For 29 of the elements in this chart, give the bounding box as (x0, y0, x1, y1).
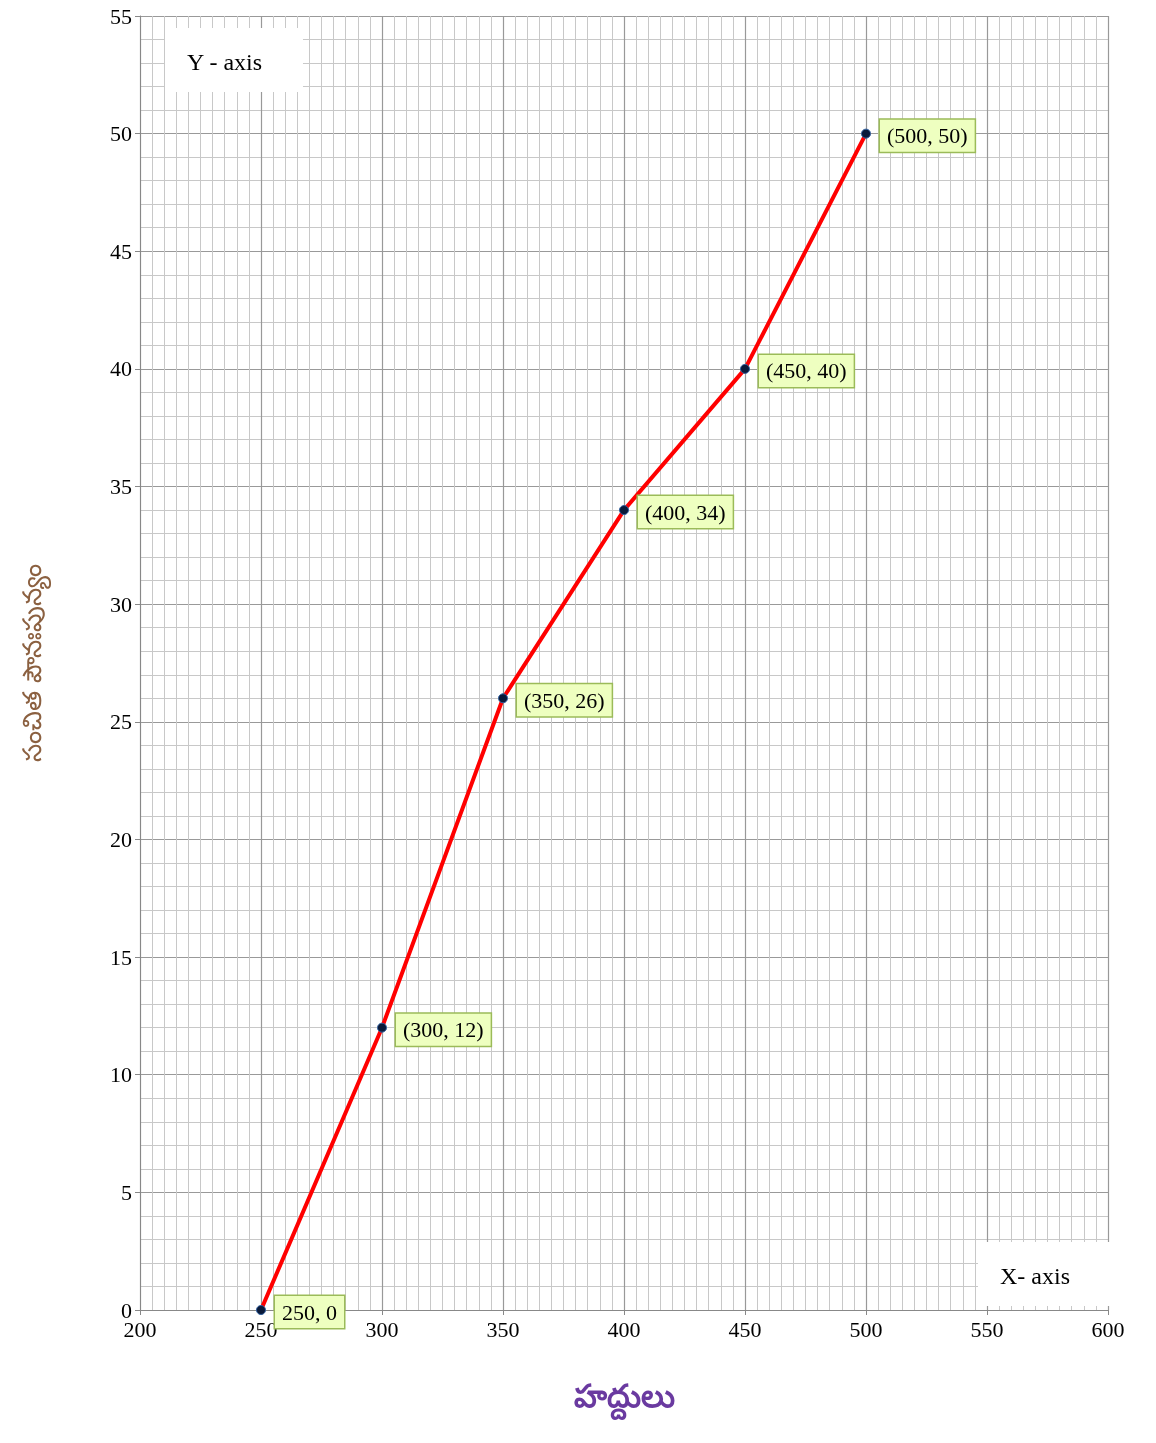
y-axis-title: సంచిత పౌనఃపున్యం (17, 563, 52, 763)
data-label: (400, 34) (645, 499, 726, 525)
data-label: (500, 50) (887, 123, 968, 149)
x-tick-label: 350 (486, 1316, 520, 1342)
y-tick-label: 10 (110, 1062, 132, 1088)
y-tick-label: 15 (110, 944, 132, 970)
annotation: X- axis (1000, 1263, 1070, 1289)
y-tick-label: 55 (110, 3, 132, 29)
y-tick-label: 35 (110, 474, 132, 500)
y-tick-label: 45 (110, 238, 132, 264)
data-label: (300, 12) (403, 1017, 484, 1043)
data-label: (350, 26) (524, 687, 605, 713)
y-tick-label: 20 (110, 826, 132, 852)
annotation: Y - axis (187, 49, 263, 75)
x-tick-label: 450 (728, 1316, 762, 1342)
x-axis-title: హద్దులు (573, 1377, 675, 1420)
x-tick-label: 300 (365, 1316, 399, 1342)
x-tick-label: 600 (1091, 1316, 1125, 1342)
y-tick-label: 30 (110, 591, 132, 617)
x-tick-label: 550 (970, 1316, 1004, 1342)
data-label: 250, 0 (282, 1299, 337, 1325)
y-tick-label: 25 (110, 709, 132, 735)
data-label: (450, 40) (766, 358, 847, 384)
y-tick-label: 40 (110, 356, 132, 382)
y-tick-label: 0 (121, 1297, 132, 1323)
y-tick-label: 50 (110, 121, 132, 147)
x-tick-label: 400 (607, 1316, 641, 1342)
x-tick-label: 500 (849, 1316, 883, 1342)
y-tick-label: 5 (121, 1179, 132, 1205)
